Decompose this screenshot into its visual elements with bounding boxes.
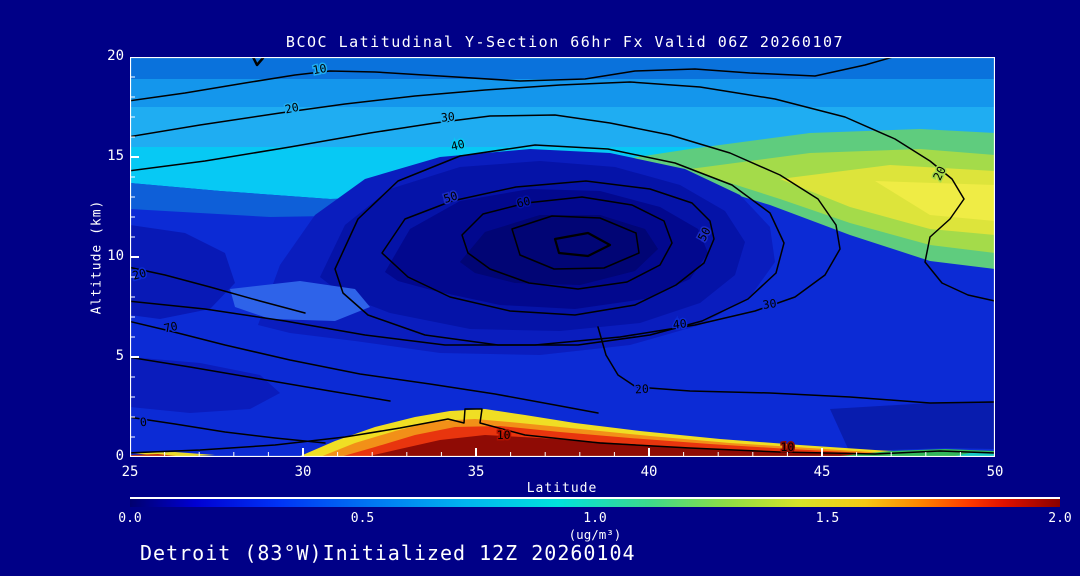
colorbar-tick-label: 1.5	[815, 511, 840, 526]
contour-line-set	[130, 57, 995, 455]
contour-label-40: 40	[449, 137, 466, 154]
x-tick-label: 40	[640, 464, 658, 480]
colorbar-tick-label: 0.5	[350, 511, 375, 526]
page-title: BCOC Latitudinal Y-Section 66hr Fx Valid…	[285, 33, 845, 51]
contour-label-30: 30	[762, 296, 778, 312]
colorbar	[130, 497, 1060, 507]
contour-label-20: 20	[284, 100, 301, 117]
footer-annotation: Detroit (83°W)Initialized 12Z 20260104	[140, 541, 636, 565]
y-tick-label: 10	[107, 248, 124, 264]
color-fill-field	[130, 57, 995, 457]
y-tick-label: 5	[115, 348, 124, 364]
plot-frame	[130, 57, 995, 457]
x-tick-label: 35	[467, 464, 485, 480]
colorbar-tick-label: 1.0	[583, 511, 607, 526]
contour-label-10: 10	[312, 61, 328, 77]
contour-label-0: 0	[139, 415, 147, 430]
contour-label-20: 20	[131, 265, 148, 282]
x-axis-title: Latitude	[526, 481, 598, 496]
contour-label-20: 20	[635, 382, 650, 397]
contour-label-10: 10	[780, 440, 794, 454]
contour-label-10: 10	[497, 428, 511, 442]
colorbar-tick-label: 0.0	[118, 511, 142, 526]
plot-area: 10 20 30 40 50 60 50 20 30 40 20 10 10 20 70 0	[130, 57, 995, 457]
contour-label-50: 50	[442, 188, 460, 206]
contour-label-70: 70	[162, 319, 179, 336]
contour-label-30: 30	[440, 109, 455, 124]
y-tick-label: 0	[115, 448, 124, 464]
y-tick-label: 20	[107, 48, 124, 64]
colorbar-tick-label: 2.0	[1048, 511, 1072, 526]
y-tick-label: 15	[107, 148, 124, 164]
x-tick-label: 45	[813, 464, 831, 480]
contour-label-40: 40	[672, 316, 687, 331]
contour-label-60: 60	[515, 194, 532, 211]
colorbar-units: (ug/m³)	[568, 527, 622, 542]
x-tick-label: 25	[121, 464, 139, 480]
x-tick-label: 50	[986, 464, 1004, 480]
x-tick-label: 30	[294, 464, 312, 480]
